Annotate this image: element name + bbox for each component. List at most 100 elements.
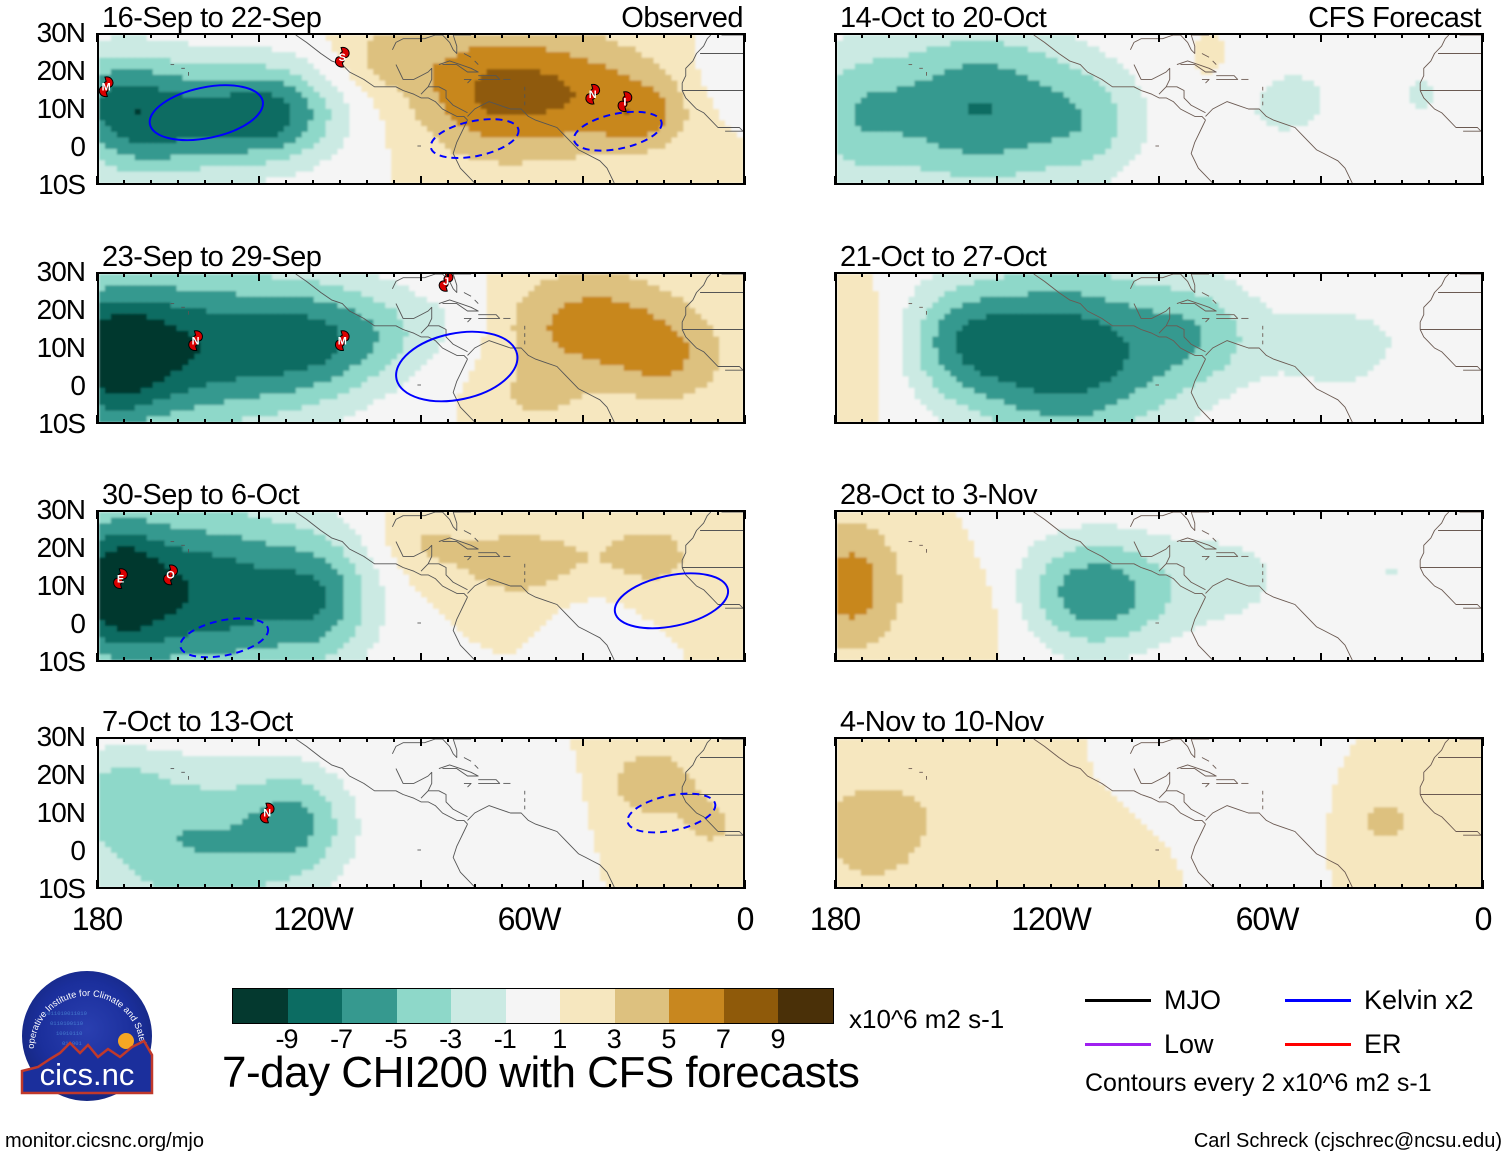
axis-tick [501, 510, 503, 515]
axis-tick [339, 657, 341, 662]
colorbar-swatch-8 [669, 989, 724, 1023]
axis-tick [636, 272, 638, 277]
axis-tick [663, 737, 665, 742]
chi200-shading [99, 35, 743, 183]
axis-tick [393, 272, 395, 277]
axis-tick [834, 33, 836, 42]
axis-tick [1185, 419, 1187, 424]
storm-marker: S [334, 46, 350, 68]
axis-tick [231, 884, 233, 889]
axis-tick [258, 737, 260, 746]
axis-tick [942, 737, 944, 742]
y-tick-label: 0 [0, 608, 86, 640]
map-p5[interactable] [835, 33, 1483, 185]
axis-tick [1428, 272, 1430, 277]
colorbar-tick: 5 [661, 1024, 676, 1055]
axis-tick [690, 657, 692, 662]
axis-tick [1401, 419, 1403, 424]
axis-tick [1185, 737, 1187, 742]
colorbar: -9 -7 -5 -3 -1 1 3 5 7 9 [232, 988, 834, 1058]
axis-tick [1428, 419, 1430, 424]
axis-tick [1185, 510, 1187, 515]
axis-tick [582, 272, 584, 281]
map-p6[interactable] [835, 272, 1483, 424]
axis-tick [312, 737, 314, 742]
axis-tick [231, 657, 233, 662]
axis-tick [1266, 884, 1268, 889]
axis-tick [447, 180, 449, 185]
axis-tick [663, 272, 665, 277]
axis-tick [609, 884, 611, 889]
axis-tick [123, 657, 125, 662]
axis-tick [834, 415, 836, 424]
axis-tick [834, 272, 836, 281]
legend-item-er: ER [1285, 1029, 1485, 1060]
axis-tick [123, 33, 125, 38]
axis-tick [1212, 884, 1214, 889]
axis-tick [915, 419, 917, 424]
storm-marker: N [259, 802, 275, 824]
footer-author-contact[interactable]: Carl Schreck (cjschrec@ncsu.edu) [1194, 1130, 1502, 1153]
map-p7[interactable] [835, 510, 1483, 662]
panel-title: 23-Sep to 29-Sep [102, 241, 322, 274]
y-tick-label: 20N [0, 55, 86, 87]
axis-tick [1050, 737, 1052, 742]
axis-tick [1374, 510, 1376, 515]
axis-tick [1185, 180, 1187, 185]
storm-marker: M [334, 330, 350, 351]
axis-tick [717, 657, 719, 662]
legend-row: MJO Kelvin x2 [1085, 985, 1495, 1016]
axis-tick [1077, 272, 1079, 277]
axis-tick [1428, 33, 1430, 38]
axis-tick [1266, 510, 1268, 515]
axis-tick [447, 737, 449, 742]
axis-tick [582, 737, 584, 746]
map-p1[interactable]: M S N I [97, 33, 745, 185]
map-p2[interactable]: N M J [97, 272, 745, 424]
axis-tick [834, 653, 836, 662]
axis-tick [177, 419, 179, 424]
axis-tick [1104, 272, 1106, 277]
axis-tick [969, 33, 971, 38]
axis-tick [150, 180, 152, 185]
axis-tick [1131, 180, 1133, 185]
axis-tick [258, 33, 260, 42]
axis-tick [1455, 180, 1457, 185]
axis-tick [474, 510, 476, 515]
axis-tick [258, 880, 260, 889]
y-tick-label: 10N [0, 93, 86, 125]
axis-tick [1320, 176, 1322, 185]
axis-tick [1239, 180, 1241, 185]
storm-marker: N [188, 330, 203, 351]
axis-tick [1131, 272, 1133, 277]
map-p8[interactable] [835, 737, 1483, 889]
map-p4[interactable]: N [97, 737, 745, 889]
axis-tick [1077, 657, 1079, 662]
axis-tick [1104, 180, 1106, 185]
axis-tick [969, 180, 971, 185]
axis-tick [1050, 419, 1052, 424]
axis-tick [528, 180, 530, 185]
axis-tick [96, 415, 98, 424]
axis-tick [1401, 657, 1403, 662]
footer-site-url[interactable]: monitor.cicsnc.org/mjo [5, 1130, 204, 1153]
axis-tick [942, 33, 944, 38]
colorbar-tick: -5 [385, 1024, 408, 1055]
axis-tick [96, 737, 98, 746]
axis-tick [717, 737, 719, 742]
coastlines [170, 35, 743, 183]
axis-tick [177, 657, 179, 662]
axis-tick [942, 419, 944, 424]
axis-tick [1428, 737, 1430, 742]
axis-tick [915, 33, 917, 38]
axis-tick [663, 180, 665, 185]
axis-tick [1185, 33, 1187, 38]
axis-tick [1104, 33, 1106, 38]
axis-tick [1455, 33, 1457, 38]
x-tick-label: 180 [72, 901, 123, 938]
axis-tick [555, 657, 557, 662]
axis-tick [582, 653, 584, 662]
legend-line-swatch [1285, 999, 1351, 1002]
panel-title: 4-Nov to 10-Nov [840, 706, 1044, 739]
